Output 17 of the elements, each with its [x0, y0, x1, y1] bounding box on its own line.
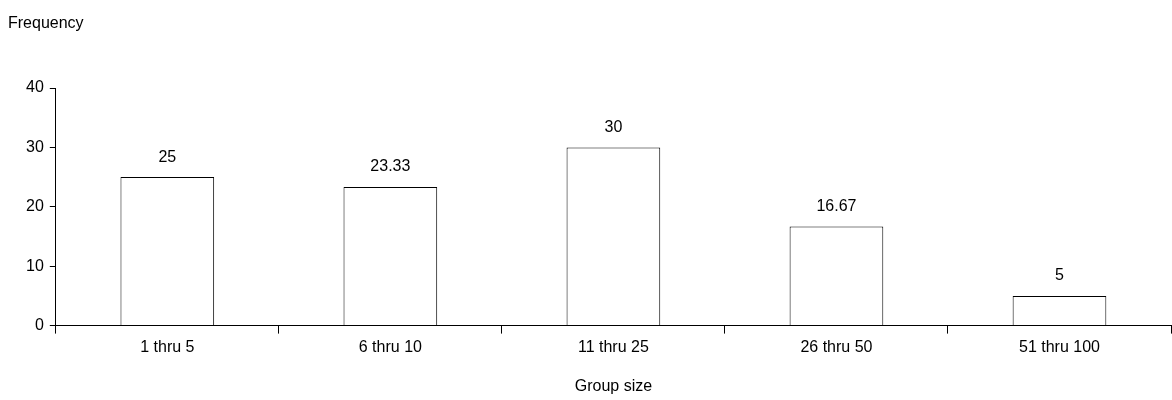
x-tick-label: 51 thru 100 [1019, 337, 1101, 355]
x-tick-label: 6 thru 10 [358, 337, 423, 355]
x-tick-label: 11 thru 25 [577, 337, 649, 355]
x-tick-label: 1 thru 5 [140, 337, 195, 355]
data-label: 16.67 [816, 196, 857, 214]
data-label: 30 [604, 117, 623, 135]
y-tick-label: 10 [26, 256, 44, 274]
y-tick-label: 40 [26, 78, 44, 96]
data-label: 5 [1055, 266, 1065, 284]
y-tick-label: 30 [26, 137, 44, 155]
data-label: 23.33 [370, 157, 411, 175]
x-tick-label: 26 thru 50 [800, 337, 873, 355]
y-tick-label: 0 [34, 316, 44, 334]
x-axis-title: Group size [574, 376, 653, 394]
y-axis-title: Frequency [8, 14, 84, 32]
data-label: 25 [158, 147, 177, 165]
y-tick-label: 20 [26, 197, 44, 215]
